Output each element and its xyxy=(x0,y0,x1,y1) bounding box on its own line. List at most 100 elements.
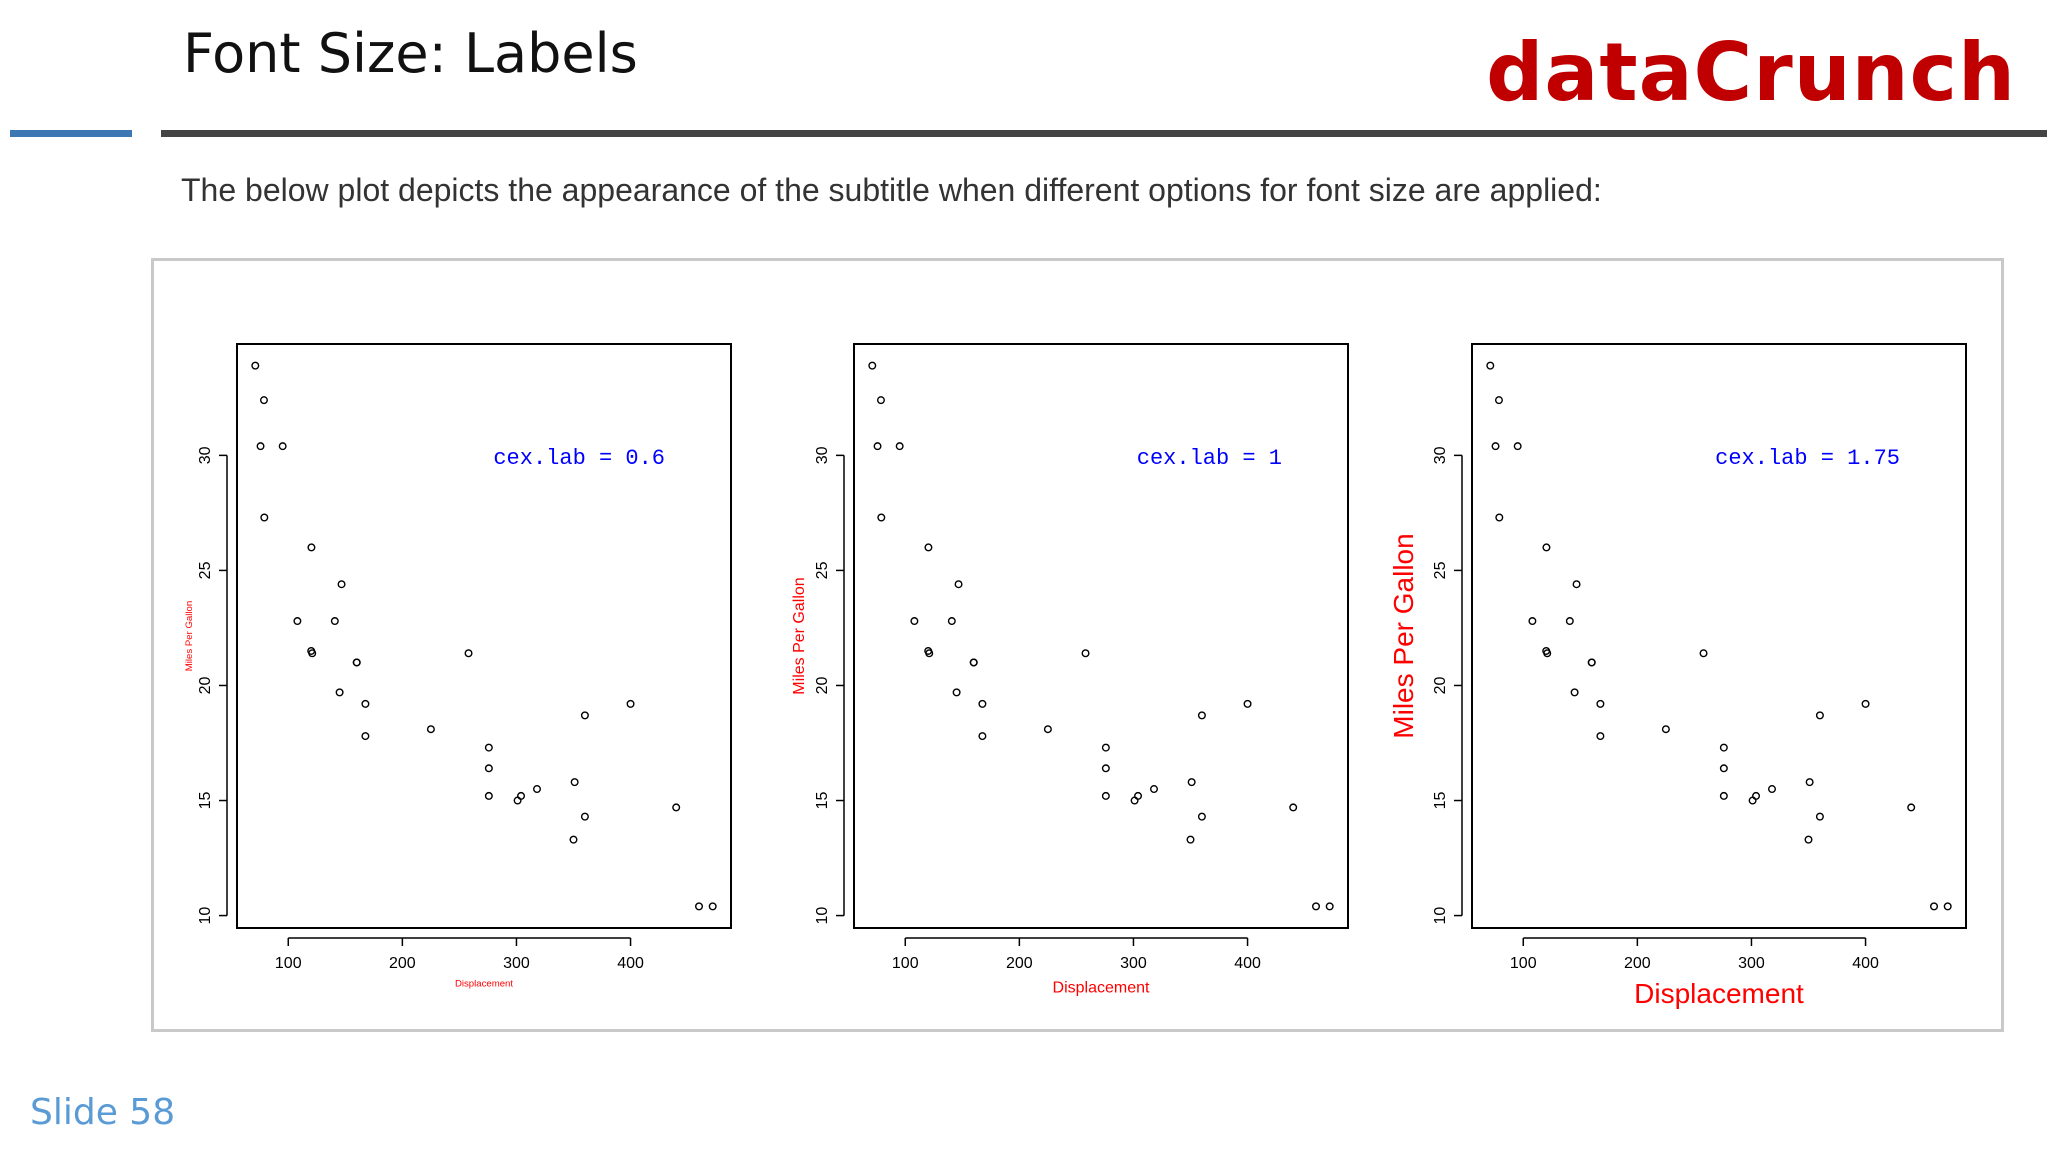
data-point xyxy=(293,617,302,626)
data-point xyxy=(1719,743,1728,752)
annotation-label: cex.lab = 1 xyxy=(1137,446,1282,471)
data-point xyxy=(1699,649,1708,658)
data-point xyxy=(1815,812,1824,821)
data-point xyxy=(1243,699,1252,708)
data-point xyxy=(910,617,919,626)
data-point xyxy=(895,442,904,451)
data-point xyxy=(1495,513,1504,522)
y-tick-label: 10 xyxy=(197,907,214,925)
y-tick-label: 20 xyxy=(1432,676,1449,694)
y-tick-label: 30 xyxy=(1432,446,1449,464)
y-tick-label: 15 xyxy=(197,792,214,810)
data-point xyxy=(1043,725,1052,734)
data-point xyxy=(1815,711,1824,720)
data-point xyxy=(260,513,269,522)
data-point xyxy=(278,442,287,451)
data-point xyxy=(873,442,882,451)
data-point xyxy=(1767,785,1776,794)
annotation-label: cex.lab = 0.6 xyxy=(493,446,665,471)
data-point xyxy=(925,649,934,658)
accent-rule xyxy=(10,130,132,137)
data-point xyxy=(1542,543,1551,552)
y-tick-label: 10 xyxy=(1432,907,1449,925)
data-point xyxy=(954,580,963,589)
scatter-plot-1: 100 200 300 400 10 15 20 25 30 Displacement Miles … xyxy=(184,343,732,990)
data-point xyxy=(876,396,885,405)
data-point xyxy=(337,580,346,589)
data-point xyxy=(1861,699,1870,708)
data-point xyxy=(484,791,493,800)
data-point xyxy=(1101,743,1110,752)
data-point xyxy=(1661,725,1670,734)
plot-box xyxy=(1471,343,1967,929)
x-tick-label: 400 xyxy=(1234,955,1261,972)
data-point xyxy=(1130,796,1139,805)
data-point xyxy=(308,649,317,658)
data-point xyxy=(1197,711,1206,720)
data-point xyxy=(1101,791,1110,800)
data-point xyxy=(1930,902,1939,911)
data-point xyxy=(1197,812,1206,821)
data-point xyxy=(517,791,526,800)
data-point xyxy=(1805,778,1814,787)
y-tick-label: 25 xyxy=(197,561,214,579)
y-axis-label: Miles Per Gallon xyxy=(1388,533,1419,738)
y-axis-label: Miles Per Gallon xyxy=(184,601,195,671)
x-axis-label: Displacement xyxy=(1053,979,1150,996)
data-point xyxy=(1570,688,1579,697)
x-axis-label: Displacement xyxy=(1634,978,1804,1009)
data-point xyxy=(708,902,717,911)
data-point xyxy=(1565,617,1574,626)
x-tick-label: 100 xyxy=(275,955,302,972)
data-point xyxy=(256,442,265,451)
scatter-plot-2: 100 200 300 400 10 15 20 25 30 Displacement Miles … xyxy=(791,343,1349,996)
x-tick-label: 300 xyxy=(1120,955,1147,972)
plot-box xyxy=(853,343,1349,929)
data-point xyxy=(307,543,316,552)
slide-number: Slide 58 xyxy=(30,1092,176,1133)
data-point xyxy=(1596,699,1605,708)
data-point xyxy=(978,732,987,741)
y-tick-label: 15 xyxy=(814,792,831,810)
data-point xyxy=(484,764,493,773)
data-point xyxy=(484,743,493,752)
y-tick-label: 10 xyxy=(814,907,831,925)
data-point xyxy=(1748,796,1757,805)
header-rule xyxy=(161,130,2047,137)
data-point xyxy=(1596,732,1605,741)
data-point xyxy=(335,688,344,697)
data-point xyxy=(952,688,961,697)
plot-box xyxy=(236,343,732,929)
data-point xyxy=(259,396,268,405)
data-point xyxy=(877,513,886,522)
x-tick-label: 100 xyxy=(892,955,919,972)
x-tick-label: 300 xyxy=(1738,955,1765,972)
data-point xyxy=(1289,803,1298,812)
data-point xyxy=(868,361,877,370)
y-tick-label: 20 xyxy=(197,676,214,694)
data-point xyxy=(978,699,987,708)
x-axis-label: Displacement xyxy=(455,979,513,990)
data-point xyxy=(1494,396,1503,405)
data-point xyxy=(947,617,956,626)
data-point xyxy=(1719,791,1728,800)
x-tick-label: 100 xyxy=(1510,955,1537,972)
data-point xyxy=(1543,649,1552,658)
data-point xyxy=(570,778,579,787)
y-tick-label: 25 xyxy=(1432,561,1449,579)
data-point xyxy=(1101,764,1110,773)
data-point xyxy=(672,803,681,812)
intro-text: The below plot depicts the appearance of… xyxy=(181,172,1602,208)
scatter-plot-3: 100 200 300 400 10 15 20 25 30 Displacement Miles … xyxy=(1388,343,1967,1009)
x-tick-label: 200 xyxy=(1006,955,1033,972)
data-point xyxy=(464,649,473,658)
data-point xyxy=(1491,442,1500,451)
data-point xyxy=(1149,785,1158,794)
data-point xyxy=(532,785,541,794)
x-tick-label: 200 xyxy=(1624,955,1651,972)
data-point xyxy=(251,361,260,370)
data-point xyxy=(1325,902,1334,911)
data-point xyxy=(1719,764,1728,773)
data-point xyxy=(1081,649,1090,658)
data-point xyxy=(1134,791,1143,800)
